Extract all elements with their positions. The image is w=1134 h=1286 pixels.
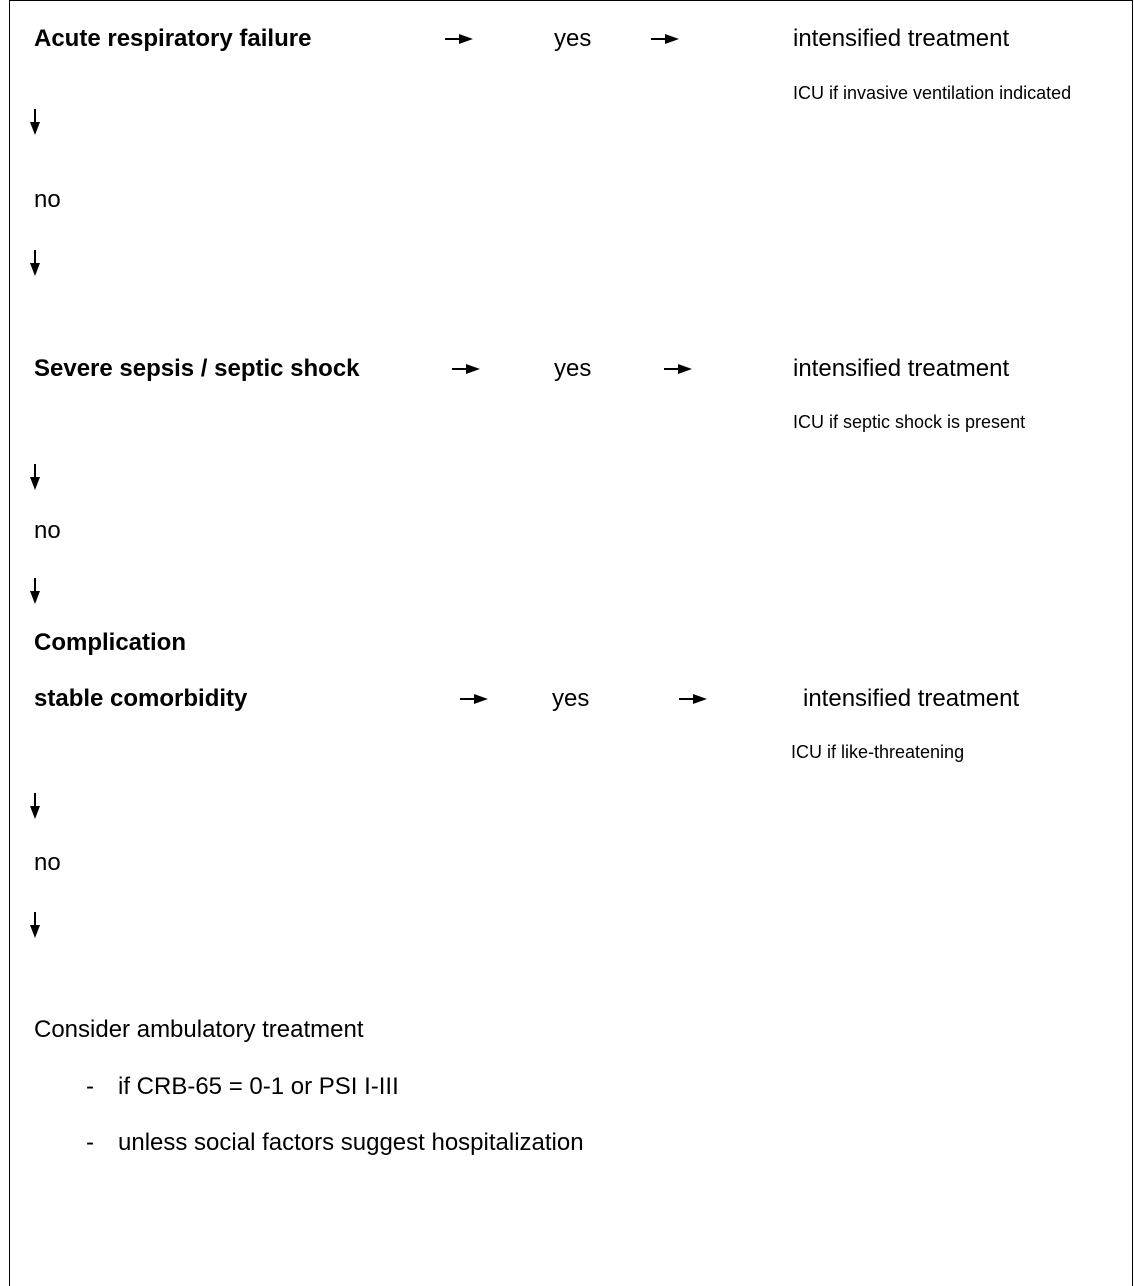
bullet-social-factors: unless social factors suggest hospitaliz… [118, 1129, 584, 1156]
answer-yes-2: yes [554, 355, 592, 382]
diagram-frame [9, 0, 1133, 1286]
arrow-down-icon [29, 250, 41, 276]
answer-no-1: no [34, 186, 61, 213]
arrow-down-icon [29, 578, 41, 604]
note-1: ICU if invasive ventilation indicated [793, 83, 1072, 103]
note-3: ICU if like-threatening [791, 742, 965, 762]
condition-complication: Complication [34, 629, 187, 656]
answer-yes-1: yes [554, 25, 592, 52]
arrow-down-icon [29, 464, 41, 490]
arrow-down-icon [29, 912, 41, 938]
arrow-down-icon [29, 793, 41, 819]
answer-no-2: no [34, 517, 61, 544]
arrow-right-icon [664, 363, 693, 375]
final-title: Consider ambulatory treatment [34, 1016, 364, 1043]
bullet-marker: - [86, 1073, 94, 1100]
outcome-1: intensified treatment [793, 25, 1010, 52]
answer-no-3: no [34, 849, 61, 876]
condition-comorbidity: stable comorbidity [34, 685, 248, 712]
arrow-right-icon [452, 363, 481, 375]
arrow-right-icon [460, 693, 489, 705]
condition-septic-shock: Severe sepsis / septic shock [34, 355, 360, 382]
bullet-marker: - [86, 1129, 94, 1156]
answer-yes-3: yes [552, 685, 590, 712]
arrow-right-icon [445, 33, 474, 45]
outcome-3: intensified treatment [803, 685, 1020, 712]
note-2: ICU if septic shock is present [793, 412, 1026, 432]
arrow-right-icon [651, 33, 680, 45]
condition-respiratory-failure: Acute respiratory failure [34, 25, 312, 52]
bullet-crb65: if CRB-65 = 0-1 or PSI I-III [118, 1073, 399, 1100]
arrow-right-icon [679, 693, 708, 705]
outcome-2: intensified treatment [793, 355, 1010, 382]
arrow-down-icon [29, 109, 41, 135]
